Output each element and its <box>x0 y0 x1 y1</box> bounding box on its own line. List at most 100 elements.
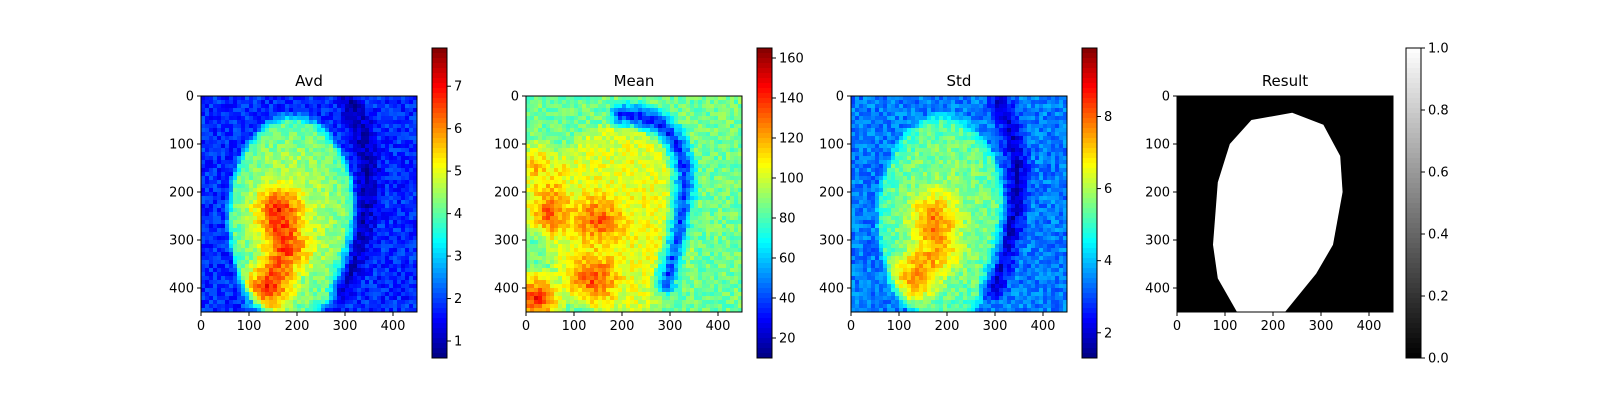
panel-avd-pixel <box>205 232 210 237</box>
panel-mean-pixel <box>666 108 671 113</box>
panel-avd-pixel <box>353 264 358 269</box>
panel-mean-pixel <box>654 156 659 161</box>
panel-avd-pixel <box>381 244 386 249</box>
panel-avd-pixel <box>301 220 306 225</box>
panel-mean-pixel <box>698 236 703 241</box>
panel-avd-pixel <box>265 204 270 209</box>
panel-avd-pixel <box>281 140 286 145</box>
panel-mean-pixel <box>702 188 707 193</box>
panel-avd-pixel <box>301 308 306 312</box>
panel-avd-pixel <box>253 260 258 265</box>
panel-mean-pixel <box>666 168 671 173</box>
panel-avd-pixel <box>413 252 417 257</box>
panel-mean-pixel <box>546 240 551 245</box>
panel-mean-pixel <box>654 164 659 169</box>
panel-mean-pixel <box>630 204 635 209</box>
panel-avd-pixel <box>217 164 222 169</box>
panel-avd-pixel <box>289 288 294 293</box>
panel-mean-pixel <box>662 100 667 105</box>
panel-mean-pixel <box>646 228 651 233</box>
panel-avd-pixel <box>281 228 286 233</box>
panel-avd-pixel <box>201 220 206 225</box>
panel-avd-pixel <box>229 260 234 265</box>
panel-mean-pixel <box>550 104 555 109</box>
panel-mean-pixel <box>602 116 607 121</box>
panel-avd-pixel <box>373 180 378 185</box>
panel-avd-pixel <box>361 96 366 101</box>
panel-avd-pixel <box>325 140 330 145</box>
panel-mean-pixel <box>650 188 655 193</box>
panel-avd-pixel <box>289 104 294 109</box>
panel-avd-pixel <box>397 232 402 237</box>
panel-mean-pixel <box>634 112 639 117</box>
panel-avd-pixel <box>329 224 334 229</box>
panel-mean-pixel <box>710 160 715 165</box>
panel-avd-pixel <box>381 140 386 145</box>
panel-avd-pixel <box>217 296 222 301</box>
panel-avd-pixel <box>337 256 342 261</box>
panel-mean-pixel <box>534 180 539 185</box>
panel-avd-pixel <box>269 144 274 149</box>
panel-avd-pixel <box>377 172 382 177</box>
panel-mean-pixel <box>618 208 623 213</box>
panel-mean-pixel <box>582 116 587 121</box>
panel-mean-pixel <box>638 172 643 177</box>
panel-avd-pixel <box>341 208 346 213</box>
panel-avd-pixel <box>205 188 210 193</box>
panel-mean-pixel <box>646 168 651 173</box>
panel-avd-pixel <box>205 160 210 165</box>
panel-avd-pixel <box>333 212 338 217</box>
panel-mean-pixel <box>738 204 742 209</box>
panel-avd-pixel <box>257 112 262 117</box>
panel-mean-pixel <box>678 164 683 169</box>
panel-mean-pixel <box>706 184 711 189</box>
y-tick-label: 200 <box>169 186 194 201</box>
panel-mean-pixel <box>694 156 699 161</box>
panel-avd-pixel <box>277 104 282 109</box>
panel-mean-pixel <box>634 136 639 141</box>
panel-mean-pixel <box>714 168 719 173</box>
panel-avd-pixel <box>349 172 354 177</box>
panel-mean-pixel <box>722 144 727 149</box>
panel-mean-pixel <box>682 184 687 189</box>
panel-avd-pixel <box>341 136 346 141</box>
panel-mean-pixel <box>558 148 563 153</box>
panel-mean-pixel <box>642 228 647 233</box>
panel-mean-pixel <box>734 100 739 105</box>
panel-avd-pixel <box>313 288 318 293</box>
panel-avd-pixel <box>225 252 230 257</box>
panel-avd-pixel <box>209 256 214 261</box>
panel-avd-pixel <box>329 172 334 177</box>
panel-avd-pixel <box>249 192 254 197</box>
panel-mean-pixel <box>622 188 627 193</box>
panel-mean-pixel <box>566 140 571 145</box>
panel-avd-pixel <box>209 164 214 169</box>
panel-avd-pixel <box>377 308 382 312</box>
panel-mean-pixel <box>622 156 627 161</box>
panel-avd-pixel <box>341 252 346 257</box>
panel-mean-pixel <box>726 124 731 129</box>
panel-avd-pixel <box>253 116 258 121</box>
panel-mean-pixel <box>630 192 635 197</box>
panel-avd-pixel <box>213 104 218 109</box>
panel-avd-pixel <box>401 272 406 277</box>
panel-avd-pixel <box>337 172 342 177</box>
panel-mean-pixel <box>566 172 571 177</box>
panel-mean-pixel <box>578 240 583 245</box>
panel-avd-pixel <box>297 108 302 113</box>
panel-mean-pixel <box>538 144 543 149</box>
panel-mean-pixel <box>586 208 591 213</box>
panel-avd-pixel <box>265 180 270 185</box>
panel-mean-pixel <box>730 116 735 121</box>
panel-avd-pixel <box>389 188 394 193</box>
panel-mean-pixel <box>654 116 659 121</box>
panel-mean-pixel <box>710 196 715 201</box>
panel-avd-pixel <box>305 292 310 297</box>
panel-avd-pixel <box>325 224 330 229</box>
panel-mean-pixel <box>598 132 603 137</box>
panel-mean-pixel <box>526 200 531 205</box>
panel-avd-pixel <box>393 204 398 209</box>
panel-avd-pixel <box>213 268 218 273</box>
panel-avd-pixel <box>285 116 290 121</box>
panel-avd-pixel <box>409 224 414 229</box>
